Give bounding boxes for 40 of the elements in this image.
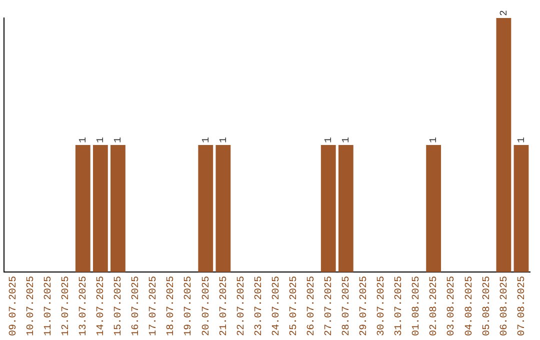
data-label: 1 bbox=[342, 136, 353, 143]
x-tick-label: 18.07.2025 bbox=[166, 276, 178, 336]
data-label: 1 bbox=[324, 136, 336, 143]
x-tick-label: 17.07.2025 bbox=[148, 276, 160, 336]
x-tick-label: 16.07.2025 bbox=[131, 276, 142, 336]
x-tick-label: 24.07.2025 bbox=[271, 276, 282, 336]
x-tick-label: 26.07.2025 bbox=[306, 276, 318, 336]
x-tick-label: 29.07.2025 bbox=[359, 276, 370, 336]
x-tick-label: 23.07.2025 bbox=[254, 276, 265, 336]
x-tick-label: 13.07.2025 bbox=[78, 276, 90, 336]
x-tick-label: 27.07.2025 bbox=[324, 276, 336, 336]
x-tick-label: 22.07.2025 bbox=[236, 276, 248, 336]
x-tick-label: 07.08.2025 bbox=[516, 276, 528, 336]
x-tick-label: 02.08.2025 bbox=[429, 276, 440, 336]
x-tick-label: 14.07.2025 bbox=[96, 276, 108, 336]
data-label: 1 bbox=[78, 136, 90, 143]
x-tick-label: 01.08.2025 bbox=[412, 276, 423, 336]
x-tick-label: 09.07.2025 bbox=[8, 276, 20, 336]
x-tick-label: 30.07.2025 bbox=[376, 276, 388, 336]
x-tick-label: 31.07.2025 bbox=[394, 276, 406, 336]
x-tick-label: 28.07.2025 bbox=[342, 276, 353, 336]
x-tick-label: 25.07.2025 bbox=[288, 276, 300, 336]
x-tick-label: 06.08.2025 bbox=[499, 276, 510, 336]
x-tick-label: 04.08.2025 bbox=[464, 276, 476, 336]
x-tick-label: 19.07.2025 bbox=[184, 276, 195, 336]
data-label: 1 bbox=[114, 136, 125, 143]
x-tick-label: 20.07.2025 bbox=[201, 276, 212, 336]
x-tick-label: 05.08.2025 bbox=[482, 276, 493, 336]
x-tick-label: 15.07.2025 bbox=[114, 276, 125, 336]
data-label: 1 bbox=[429, 136, 440, 143]
x-tick-label: 11.07.2025 bbox=[43, 276, 54, 336]
x-tick-label: 21.07.2025 bbox=[218, 276, 230, 336]
x-tick-label: 12.07.2025 bbox=[61, 276, 72, 336]
x-tick-label: 10.07.2025 bbox=[26, 276, 37, 336]
data-label: 1 bbox=[201, 136, 212, 143]
data-label: 1 bbox=[516, 136, 528, 143]
data-label: 1 bbox=[96, 136, 108, 143]
x-tick-label: 03.08.2025 bbox=[446, 276, 458, 336]
data-label: 1 bbox=[218, 136, 230, 143]
data-label: 2 bbox=[499, 10, 510, 16]
